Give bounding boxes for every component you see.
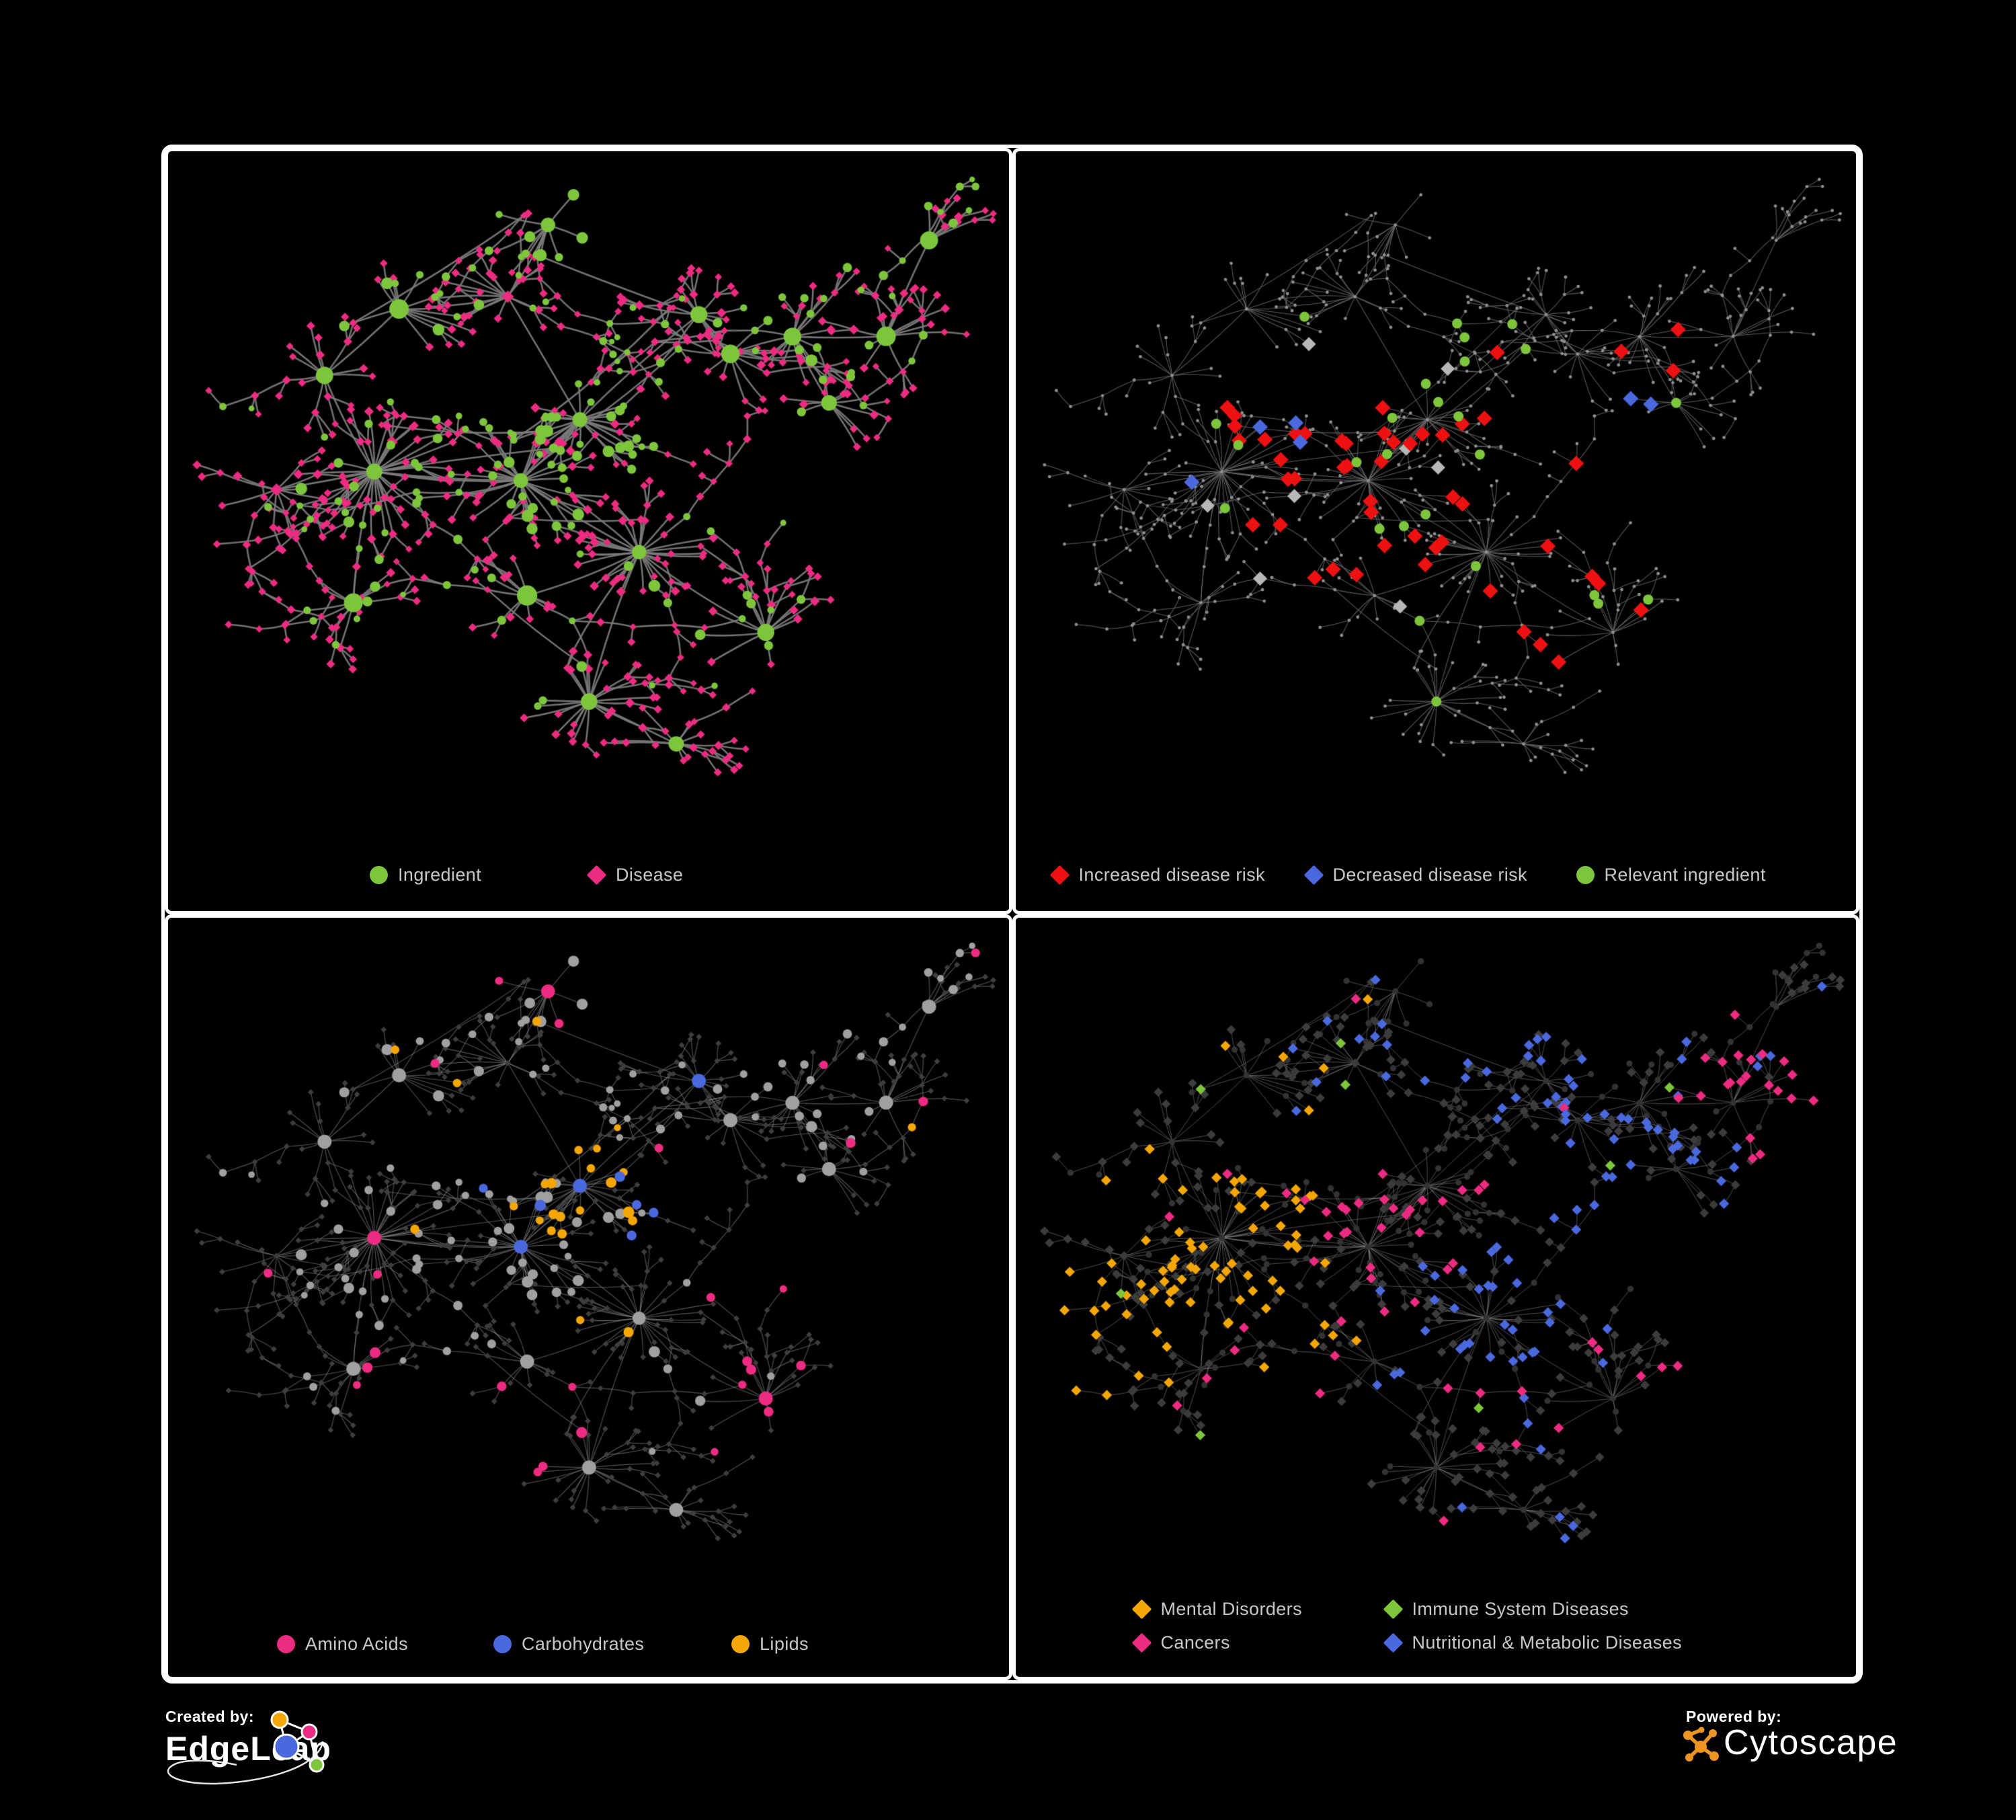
relevant-ingredient-circle-swatch bbox=[1576, 866, 1595, 884]
legend-label: Decreased disease risk bbox=[1332, 865, 1527, 885]
legend-label: Mental Disorders bbox=[1160, 1598, 1302, 1619]
panel-ingredient-classes: Amino Acids Carbohydrates Lipids bbox=[165, 914, 1012, 1680]
carbohydrates-circle-swatch bbox=[493, 1634, 512, 1653]
panel-disease-classes: Mental Disorders Immune System Diseases … bbox=[1012, 914, 1859, 1680]
four-panel-frame: Ingredient Disease Increased disease ris… bbox=[161, 145, 1863, 1684]
cytoscape-logo-icon bbox=[1683, 1727, 1719, 1762]
network-canvas-ingredient-classes bbox=[168, 917, 1009, 1677]
legend-item-decreased-risk: Decreased disease risk bbox=[1303, 865, 1527, 885]
nutritional-diseases-diamond-swatch bbox=[1383, 1632, 1403, 1653]
decreased-risk-diamond-swatch bbox=[1303, 865, 1324, 885]
legend-label: Increased disease risk bbox=[1078, 865, 1265, 885]
legend-label: Lipids bbox=[760, 1633, 809, 1654]
network-canvas-disease-risk bbox=[1015, 151, 1856, 911]
disease-diamond-swatch bbox=[586, 865, 607, 885]
immune-diseases-diamond-swatch bbox=[1383, 1599, 1403, 1619]
legend-label: Immune System Diseases bbox=[1412, 1598, 1629, 1619]
legend-label: Ingredient bbox=[398, 865, 482, 885]
network-canvas-ingredient-disease bbox=[168, 151, 1009, 911]
legend-item-nutritional-diseases: Nutritional & Metabolic Diseases bbox=[1383, 1632, 1682, 1653]
legend-label: Nutritional & Metabolic Diseases bbox=[1412, 1632, 1682, 1653]
cancers-diamond-swatch bbox=[1131, 1632, 1152, 1653]
legend-label: Amino Acids bbox=[305, 1633, 408, 1654]
edgeleap-network-logo-icon bbox=[167, 1710, 325, 1785]
mental-disorders-diamond-swatch bbox=[1131, 1599, 1152, 1619]
legend-item-immune-diseases: Immune System Diseases bbox=[1383, 1598, 1629, 1619]
amino-acids-circle-swatch bbox=[277, 1634, 295, 1653]
legend-label: Carbohydrates bbox=[522, 1633, 645, 1654]
cytoscape-wordmark: Cytoscape bbox=[1724, 1723, 1898, 1762]
increased-risk-diamond-swatch bbox=[1049, 865, 1070, 885]
panel-disease-risk: Increased disease risk Decreased disease… bbox=[1012, 148, 1859, 914]
legend-label: Relevant ingredient bbox=[1604, 865, 1766, 885]
legend-item-relevant-ingredient: Relevant ingredient bbox=[1576, 865, 1766, 885]
legend-item-increased-risk: Increased disease risk bbox=[1049, 865, 1265, 885]
created-by-caption: Created by: bbox=[165, 1708, 255, 1725]
legend-item-cancers: Cancers bbox=[1131, 1632, 1230, 1653]
lipids-circle-swatch bbox=[731, 1634, 750, 1653]
legend-item-amino-acids: Amino Acids bbox=[277, 1634, 408, 1654]
legend-item-carbohydrates: Carbohydrates bbox=[493, 1634, 644, 1654]
ingredient-circle-swatch bbox=[370, 866, 388, 884]
powered-by-caption: Powered by: bbox=[1686, 1708, 1782, 1725]
network-canvas-disease-classes bbox=[1015, 917, 1856, 1677]
legend-label: Disease bbox=[616, 865, 684, 885]
legend-item-ingredient: Ingredient bbox=[370, 865, 481, 885]
legend-label: Cancers bbox=[1160, 1632, 1230, 1653]
legend-item-mental-disorders: Mental Disorders bbox=[1131, 1598, 1302, 1619]
legend-item-disease: Disease bbox=[586, 865, 684, 885]
panel-ingredient-disease: Ingredient Disease bbox=[165, 148, 1012, 914]
legend-item-lipids: Lipids bbox=[731, 1634, 809, 1654]
